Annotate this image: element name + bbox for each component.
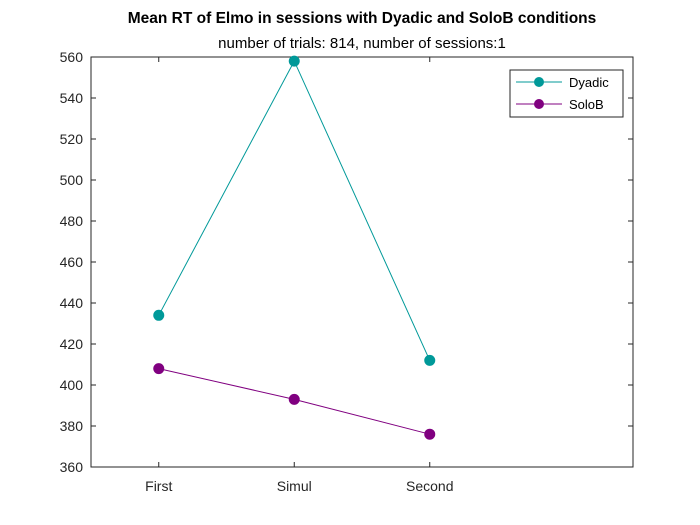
chart-title: Mean RT of Elmo in sessions with Dyadic … — [128, 10, 597, 27]
data-point-dyadic-second — [424, 354, 436, 366]
chart-subtitle: number of trials: 814, number of session… — [218, 35, 506, 52]
y-tick-label: 520 — [60, 131, 84, 147]
series-line-dyadic — [158, 59, 431, 361]
data-point-dyadic-first — [153, 309, 165, 321]
legend-label-dyadic: Dyadic — [569, 75, 609, 90]
data-point-solob-second — [424, 428, 436, 440]
y-axis: 360 380 400 420 440 460 480 500 520 540 560 — [60, 49, 633, 475]
legend-item-dyadic: Dyadic — [516, 75, 609, 90]
y-tick-label: 380 — [60, 418, 84, 434]
y-tick-label: 480 — [60, 213, 84, 229]
plot-area-frame — [90, 56, 634, 468]
x-axis: First Simul Second — [145, 57, 453, 494]
legend-swatch-marker — [534, 77, 544, 87]
y-tick-label: 360 — [60, 459, 84, 475]
data-point-solob-first — [153, 363, 165, 375]
y-tick-label: 460 — [60, 254, 84, 270]
x-tick-label-simul: Simul — [277, 478, 312, 494]
x-tick-label-second: Second — [406, 478, 453, 494]
x-tick-label-first: First — [145, 478, 172, 494]
y-tick-label: 400 — [60, 377, 84, 393]
legend-label-solob: SoloB — [569, 97, 604, 112]
legend: Dyadic SoloB — [509, 69, 624, 118]
y-tick-label: 500 — [60, 172, 84, 188]
data-point-dyadic-simul — [288, 55, 300, 67]
legend-item-solob: SoloB — [516, 97, 604, 112]
legend-swatch-marker — [534, 99, 544, 109]
data-point-solob-simul — [288, 393, 300, 405]
y-tick-label: 560 — [60, 49, 84, 65]
y-tick-label: 440 — [60, 295, 84, 311]
y-tick-label: 540 — [60, 90, 84, 106]
series-layer — [153, 55, 436, 440]
y-tick-label: 420 — [60, 336, 84, 352]
series-dyadic — [153, 55, 436, 366]
legend-box — [509, 69, 624, 118]
series-solob — [153, 363, 436, 440]
